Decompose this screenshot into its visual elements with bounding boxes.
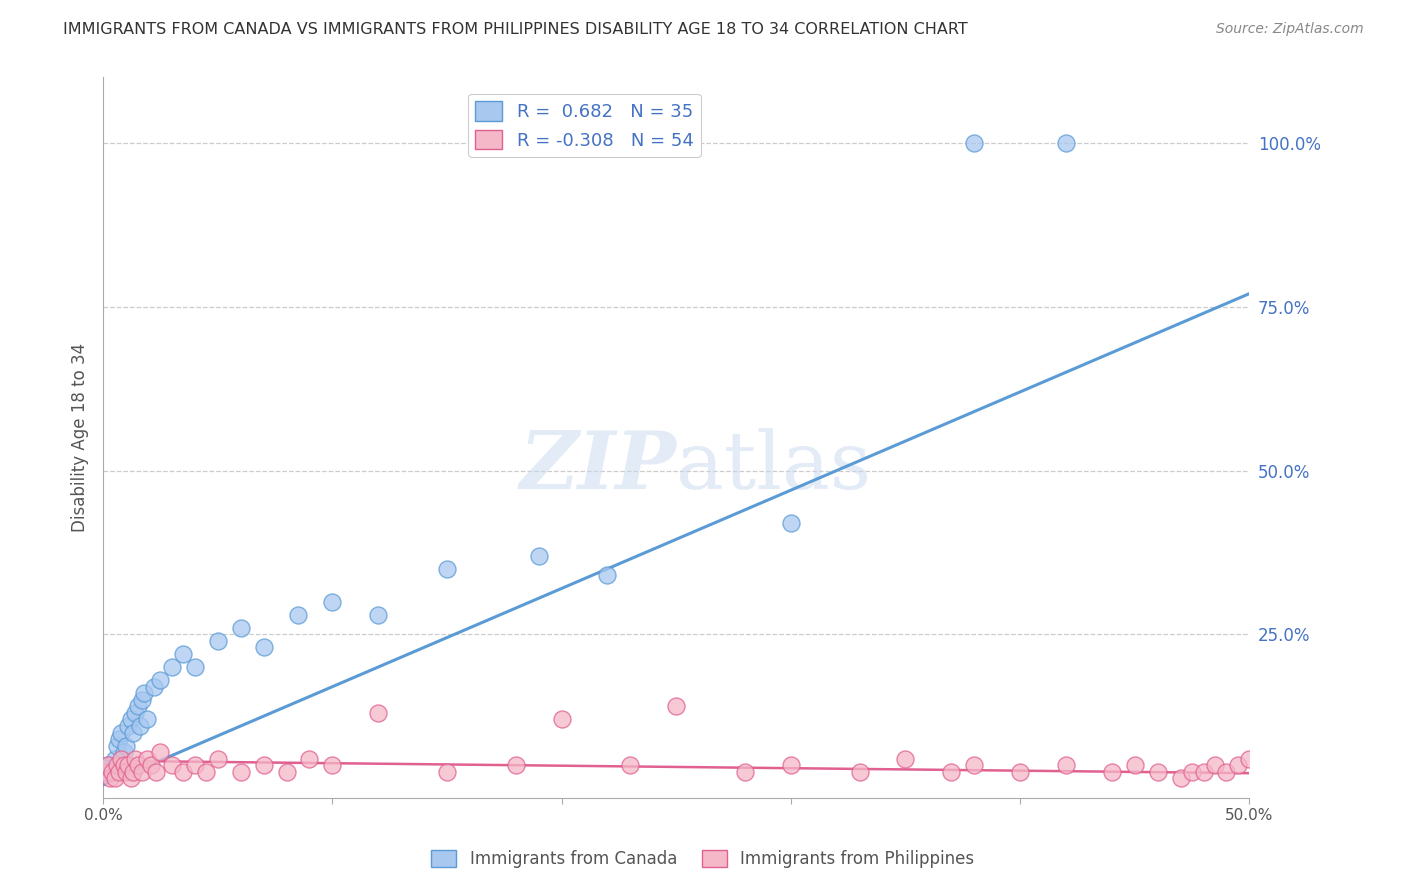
- Point: [135, 752, 157, 766]
- Point: [131, 764, 153, 779]
- Point: [1010, 764, 1032, 779]
- Point: [734, 764, 756, 779]
- Point: [98, 772, 121, 786]
- Point: [619, 758, 641, 772]
- Point: [1215, 764, 1237, 779]
- Text: ZIP: ZIP: [519, 428, 676, 506]
- Point: [149, 673, 172, 687]
- Point: [1226, 758, 1249, 772]
- Point: [963, 136, 986, 150]
- Point: [1054, 758, 1077, 772]
- Point: [367, 607, 389, 622]
- Point: [142, 680, 165, 694]
- Point: [172, 764, 194, 779]
- Point: [104, 772, 127, 786]
- Point: [120, 772, 142, 786]
- Point: [229, 764, 252, 779]
- Point: [207, 752, 229, 766]
- Point: [184, 660, 207, 674]
- Point: [1054, 136, 1077, 150]
- Point: [527, 549, 550, 563]
- Point: [98, 764, 121, 779]
- Point: [1239, 752, 1261, 766]
- Point: [94, 764, 117, 779]
- Point: [105, 739, 128, 753]
- Point: [665, 699, 688, 714]
- Point: [252, 640, 274, 655]
- Point: [128, 719, 150, 733]
- Point: [1192, 764, 1215, 779]
- Point: [1170, 772, 1192, 786]
- Point: [172, 647, 194, 661]
- Point: [101, 764, 124, 779]
- Y-axis label: Disability Age 18 to 34: Disability Age 18 to 34: [72, 343, 89, 533]
- Point: [127, 758, 149, 772]
- Point: [941, 764, 963, 779]
- Text: Source: ZipAtlas.com: Source: ZipAtlas.com: [1216, 22, 1364, 37]
- Point: [97, 758, 120, 772]
- Point: [1204, 758, 1226, 772]
- Point: [160, 660, 183, 674]
- Point: [141, 758, 163, 772]
- Point: [550, 713, 572, 727]
- Point: [110, 752, 132, 766]
- Point: [105, 758, 128, 772]
- Legend: Immigrants from Canada, Immigrants from Philippines: Immigrants from Canada, Immigrants from …: [425, 843, 981, 875]
- Point: [145, 764, 167, 779]
- Point: [436, 764, 458, 779]
- Point: [108, 732, 131, 747]
- Point: [131, 693, 153, 707]
- Text: atlas: atlas: [676, 427, 872, 506]
- Point: [127, 699, 149, 714]
- Point: [287, 607, 309, 622]
- Point: [97, 758, 120, 772]
- Point: [122, 764, 145, 779]
- Point: [1181, 764, 1204, 779]
- Point: [596, 568, 619, 582]
- Point: [1101, 764, 1123, 779]
- Point: [184, 758, 207, 772]
- Point: [963, 758, 986, 772]
- Point: [298, 752, 321, 766]
- Point: [122, 725, 145, 739]
- Legend: R =  0.682   N = 35, R = -0.308   N = 54: R = 0.682 N = 35, R = -0.308 N = 54: [468, 94, 702, 157]
- Point: [134, 686, 156, 700]
- Point: [276, 764, 298, 779]
- Point: [894, 752, 917, 766]
- Point: [1123, 758, 1146, 772]
- Point: [505, 758, 527, 772]
- Point: [94, 764, 117, 779]
- Point: [207, 633, 229, 648]
- Text: IMMIGRANTS FROM CANADA VS IMMIGRANTS FROM PHILIPPINES DISABILITY AGE 18 TO 34 CO: IMMIGRANTS FROM CANADA VS IMMIGRANTS FRO…: [63, 22, 967, 37]
- Point: [321, 758, 343, 772]
- Point: [115, 764, 138, 779]
- Point: [195, 764, 218, 779]
- Point: [1146, 764, 1168, 779]
- Point: [112, 758, 135, 772]
- Point: [848, 764, 870, 779]
- Point: [117, 758, 139, 772]
- Point: [135, 713, 157, 727]
- Point: [120, 713, 142, 727]
- Point: [110, 725, 132, 739]
- Point: [112, 745, 135, 759]
- Point: [124, 752, 146, 766]
- Point: [115, 739, 138, 753]
- Point: [149, 745, 172, 759]
- Point: [252, 758, 274, 772]
- Point: [160, 758, 183, 772]
- Point: [124, 706, 146, 720]
- Point: [367, 706, 389, 720]
- Point: [321, 594, 343, 608]
- Point: [104, 752, 127, 766]
- Point: [117, 719, 139, 733]
- Point: [779, 758, 801, 772]
- Point: [108, 764, 131, 779]
- Point: [779, 516, 801, 530]
- Point: [436, 562, 458, 576]
- Point: [229, 621, 252, 635]
